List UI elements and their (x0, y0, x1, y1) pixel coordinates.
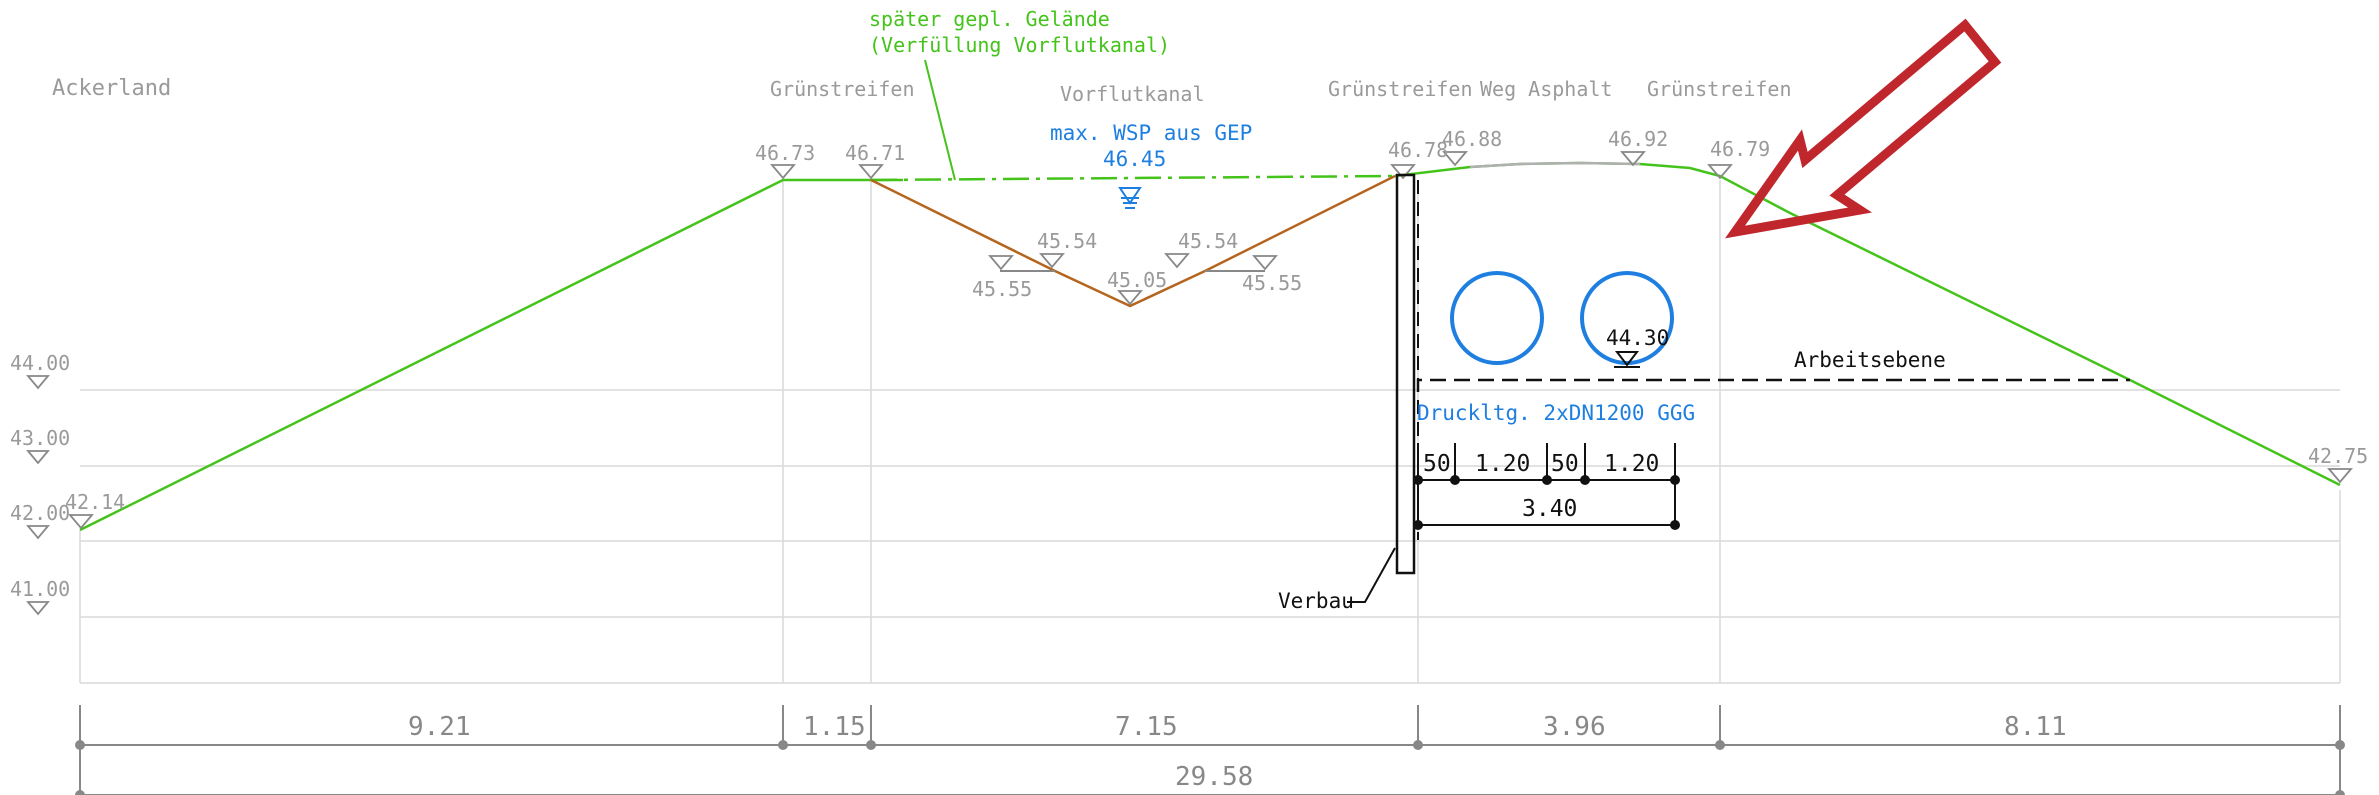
label-vorflutkanal: Vorflutkanal (1060, 82, 1205, 106)
planned-terrain-leader (924, 59, 956, 181)
arbeitsebene-line (1416, 378, 2130, 392)
label-wsp: max. WSP aus GEP (1050, 121, 1252, 145)
bottom-dim-chain (79, 705, 2341, 795)
elev-4688: 46.88 (1442, 127, 1502, 151)
bottom-dim-total: 29.58 (1175, 762, 1253, 792)
bottom-dim-811: 8.11 (2004, 712, 2067, 742)
pipe-dim-340: 3.40 (1522, 496, 1577, 522)
label-spaeter-2: (Verfüllung Vorflutkanal) (869, 33, 1170, 57)
label-gruenstreifen-left: Grünstreifen (770, 77, 915, 101)
pipe-dim-50a: 50 (1423, 451, 1451, 477)
elev-4214: 42.14 (65, 490, 125, 514)
label-weg-asphalt: Weg Asphalt (1480, 77, 1612, 101)
elev-4554b: 45.54 (1178, 229, 1238, 253)
pipe-left (1450, 271, 1544, 365)
elev-4671: 46.71 (845, 141, 905, 165)
station-lines (79, 180, 2341, 683)
pipe-right (1580, 271, 1674, 365)
label-gruenstreifen-right: Grünstreifen (1647, 77, 1792, 101)
elev-4692: 46.92 (1608, 127, 1668, 151)
terrain-line (79, 178, 903, 532)
elev-4554a: 45.54 (1037, 229, 1097, 253)
label-spaeter-1: später gepl. Gelände (869, 7, 1110, 31)
bottom-dim-115: 1.15 (803, 712, 866, 742)
pipe-dim-50b: 50 (1551, 451, 1579, 477)
canal-profile (870, 174, 1396, 308)
axis-level-4200: 42.00 (10, 501, 70, 525)
elev-4555b: 45.55 (1242, 271, 1302, 295)
elev-4505: 45.05 (1107, 268, 1167, 292)
axis-level-4100: 41.00 (10, 577, 70, 601)
label-verbau: Verbau (1278, 589, 1354, 613)
asphalt-path (1469, 161, 1641, 169)
bottom-dim-dots (75, 740, 2345, 795)
axis-level-4400: 44.00 (10, 351, 70, 375)
elevation-markers (26, 151, 2353, 616)
elev-4275: 42.75 (2308, 444, 2368, 468)
bottom-dim-921: 9.21 (408, 712, 471, 742)
pipe-dim-120a: 1.20 (1475, 451, 1530, 477)
grid-lines (80, 389, 2340, 684)
bottom-dim-396: 3.96 (1543, 712, 1606, 742)
pipe-dim-120b: 1.20 (1604, 451, 1659, 477)
verbau-leader (1347, 547, 1396, 603)
label-druckltg: Druckltg. 2xDN1200 GGG (1417, 401, 1695, 425)
red-arrow-icon (1725, 18, 2002, 239)
label-ackerland: Ackerland (52, 76, 171, 101)
label-arbeitsebene: Arbeitsebene (1794, 348, 1946, 372)
pipe-dim-dots (1413, 475, 1680, 530)
elev-4555a: 45.55 (972, 277, 1032, 301)
label-gruenstreifen-mid: Grünstreifen (1328, 77, 1473, 101)
elev-4673: 46.73 (755, 141, 815, 165)
elev-4430: 44.30 (1606, 326, 1669, 350)
axis-level-4300: 43.00 (10, 426, 70, 450)
bottom-dim-715: 7.15 (1115, 712, 1178, 742)
pipe-invert-marker (1614, 351, 1640, 367)
label-wsp-value: 46.45 (1103, 147, 1166, 171)
elev-4679: 46.79 (1710, 137, 1770, 161)
planned-terrain-line (870, 174, 1396, 182)
verbau-wall (1395, 173, 1416, 575)
water-level-symbol (1118, 187, 1142, 209)
elev-4678: 46.78 (1388, 138, 1448, 162)
